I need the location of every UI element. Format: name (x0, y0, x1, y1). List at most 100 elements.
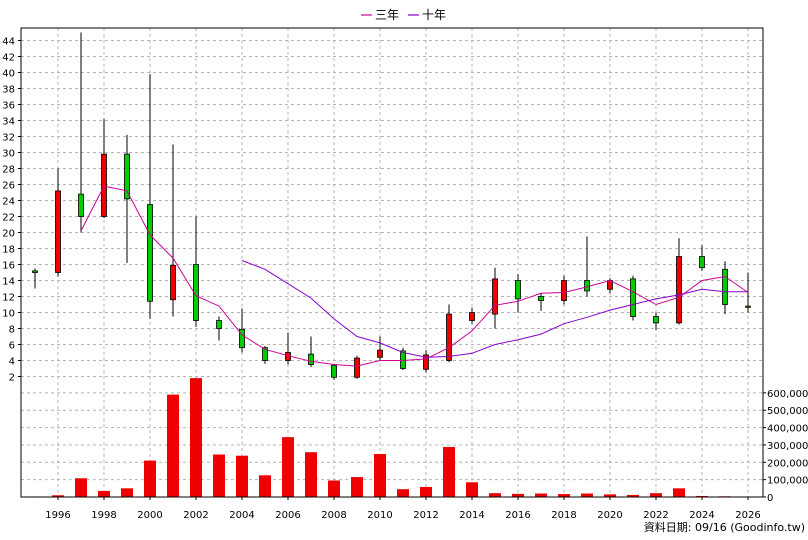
x-tick-label: 2012 (413, 510, 438, 521)
volume-bar (397, 489, 409, 497)
volume-bar (696, 495, 708, 497)
price-tick-label: 20 (2, 229, 15, 240)
volume-bar (282, 437, 294, 497)
volume-bar (673, 488, 685, 497)
candle-body (170, 264, 176, 301)
volume-bar (259, 475, 271, 497)
candle-body (423, 354, 429, 370)
legend-label-ten-year: 十年 (422, 8, 446, 22)
x-tick-label: 2004 (229, 510, 254, 521)
volume-bar (351, 477, 363, 497)
x-tick-label: 2008 (321, 510, 346, 521)
x-tick-label: 1996 (45, 510, 70, 521)
price-tick-label: 16 (2, 261, 15, 272)
candle-body (676, 256, 682, 324)
candle-body (722, 268, 728, 305)
candle-body (561, 280, 567, 301)
volume-bar (236, 455, 248, 497)
volume-bar (52, 495, 64, 497)
x-tick-label: 2018 (551, 510, 576, 521)
price-tick-label: 8 (9, 325, 15, 336)
x-tick-label: 2020 (597, 510, 622, 521)
price-tick-label: 32 (2, 133, 15, 144)
candle-body (78, 193, 84, 217)
volume-bar (535, 493, 547, 497)
volume-bar (328, 480, 340, 497)
volume-bar (558, 494, 570, 497)
volume-bar (167, 394, 179, 497)
volume-bar (443, 447, 455, 497)
candle-body (124, 153, 130, 200)
x-tick-label: 2006 (275, 510, 300, 521)
volume-tick-label: 100,000 (767, 476, 808, 487)
price-tick-label: 30 (2, 149, 15, 160)
candle-body (239, 328, 245, 349)
price-tick-label: 34 (2, 117, 15, 128)
candle-body (262, 347, 268, 361)
x-tick-label: 2016 (505, 510, 530, 521)
candle-body (32, 270, 38, 273)
candle-body (308, 353, 314, 365)
x-tick-label: 2022 (643, 510, 668, 521)
ma-line-three-year (80, 185, 749, 367)
price-tick-label: 22 (2, 213, 15, 224)
candle-body (101, 153, 107, 217)
volume-tick-label: 400,000 (767, 424, 808, 435)
volume-bar (213, 454, 225, 497)
candle-body (699, 256, 705, 269)
candle-body (147, 204, 153, 302)
price-tick-label: 10 (2, 309, 15, 320)
candle-body (745, 305, 751, 308)
price-tick-label: 14 (2, 277, 15, 288)
volume-bar (144, 460, 156, 497)
price-tick-label: 38 (2, 85, 15, 96)
volume-axis: 0 100,000 200,000 300,000 400,000 500,000 600,… (763, 389, 808, 504)
price-tick-label: 6 (9, 341, 15, 352)
x-tick-label: 2000 (137, 510, 162, 521)
legend-label-three-year: 三年 (375, 8, 399, 22)
x-tick-label: 2002 (183, 510, 208, 521)
legend: 三年 十年 (361, 8, 446, 22)
candle-body (515, 280, 521, 300)
volume-tick-label: 300,000 (767, 441, 808, 452)
candle-body (492, 278, 498, 315)
moving-average-lines (80, 185, 749, 367)
price-tick-label: 2 (9, 373, 15, 384)
volume-bar (466, 482, 478, 497)
candle-body (446, 313, 452, 361)
ma-line-ten-year (241, 260, 748, 358)
candle-body (584, 280, 590, 292)
price-tick-label: 28 (2, 165, 15, 176)
volume-bar (75, 478, 87, 497)
candle-body (400, 350, 406, 369)
candlesticks (32, 32, 751, 380)
volume-bar (650, 493, 662, 497)
x-tick-label: 2024 (689, 510, 714, 521)
volume-bar (581, 493, 593, 497)
candle-body (653, 316, 659, 324)
volume-tick-label: 0 (767, 493, 773, 504)
price-tick-label: 36 (2, 101, 15, 112)
volume-bar (489, 493, 501, 497)
candle-body (331, 364, 337, 378)
price-tick-label: 4 (9, 357, 15, 368)
x-tick-label: 2014 (459, 510, 484, 521)
volume-bar (374, 453, 386, 497)
candle-body (377, 349, 383, 358)
volume-tick-label: 500,000 (767, 406, 808, 417)
volume-bar (305, 452, 317, 497)
candle-body (469, 312, 475, 321)
price-tick-label: 44 (2, 37, 15, 48)
volume-bar (190, 378, 202, 497)
grid-lines (21, 28, 763, 498)
candle-body (630, 278, 636, 317)
price-tick-label: 12 (2, 293, 15, 304)
candle-body (216, 320, 222, 329)
volume-bars (29, 378, 754, 498)
price-tick-label: 40 (2, 69, 15, 80)
price-tick-label: 42 (2, 53, 15, 64)
price-tick-label: 24 (2, 197, 15, 208)
x-tick-label: 2026 (735, 510, 760, 521)
x-axis: 1996 1998 2000 2002 2004 2006 2008 2010 2012 2014… (45, 497, 761, 521)
